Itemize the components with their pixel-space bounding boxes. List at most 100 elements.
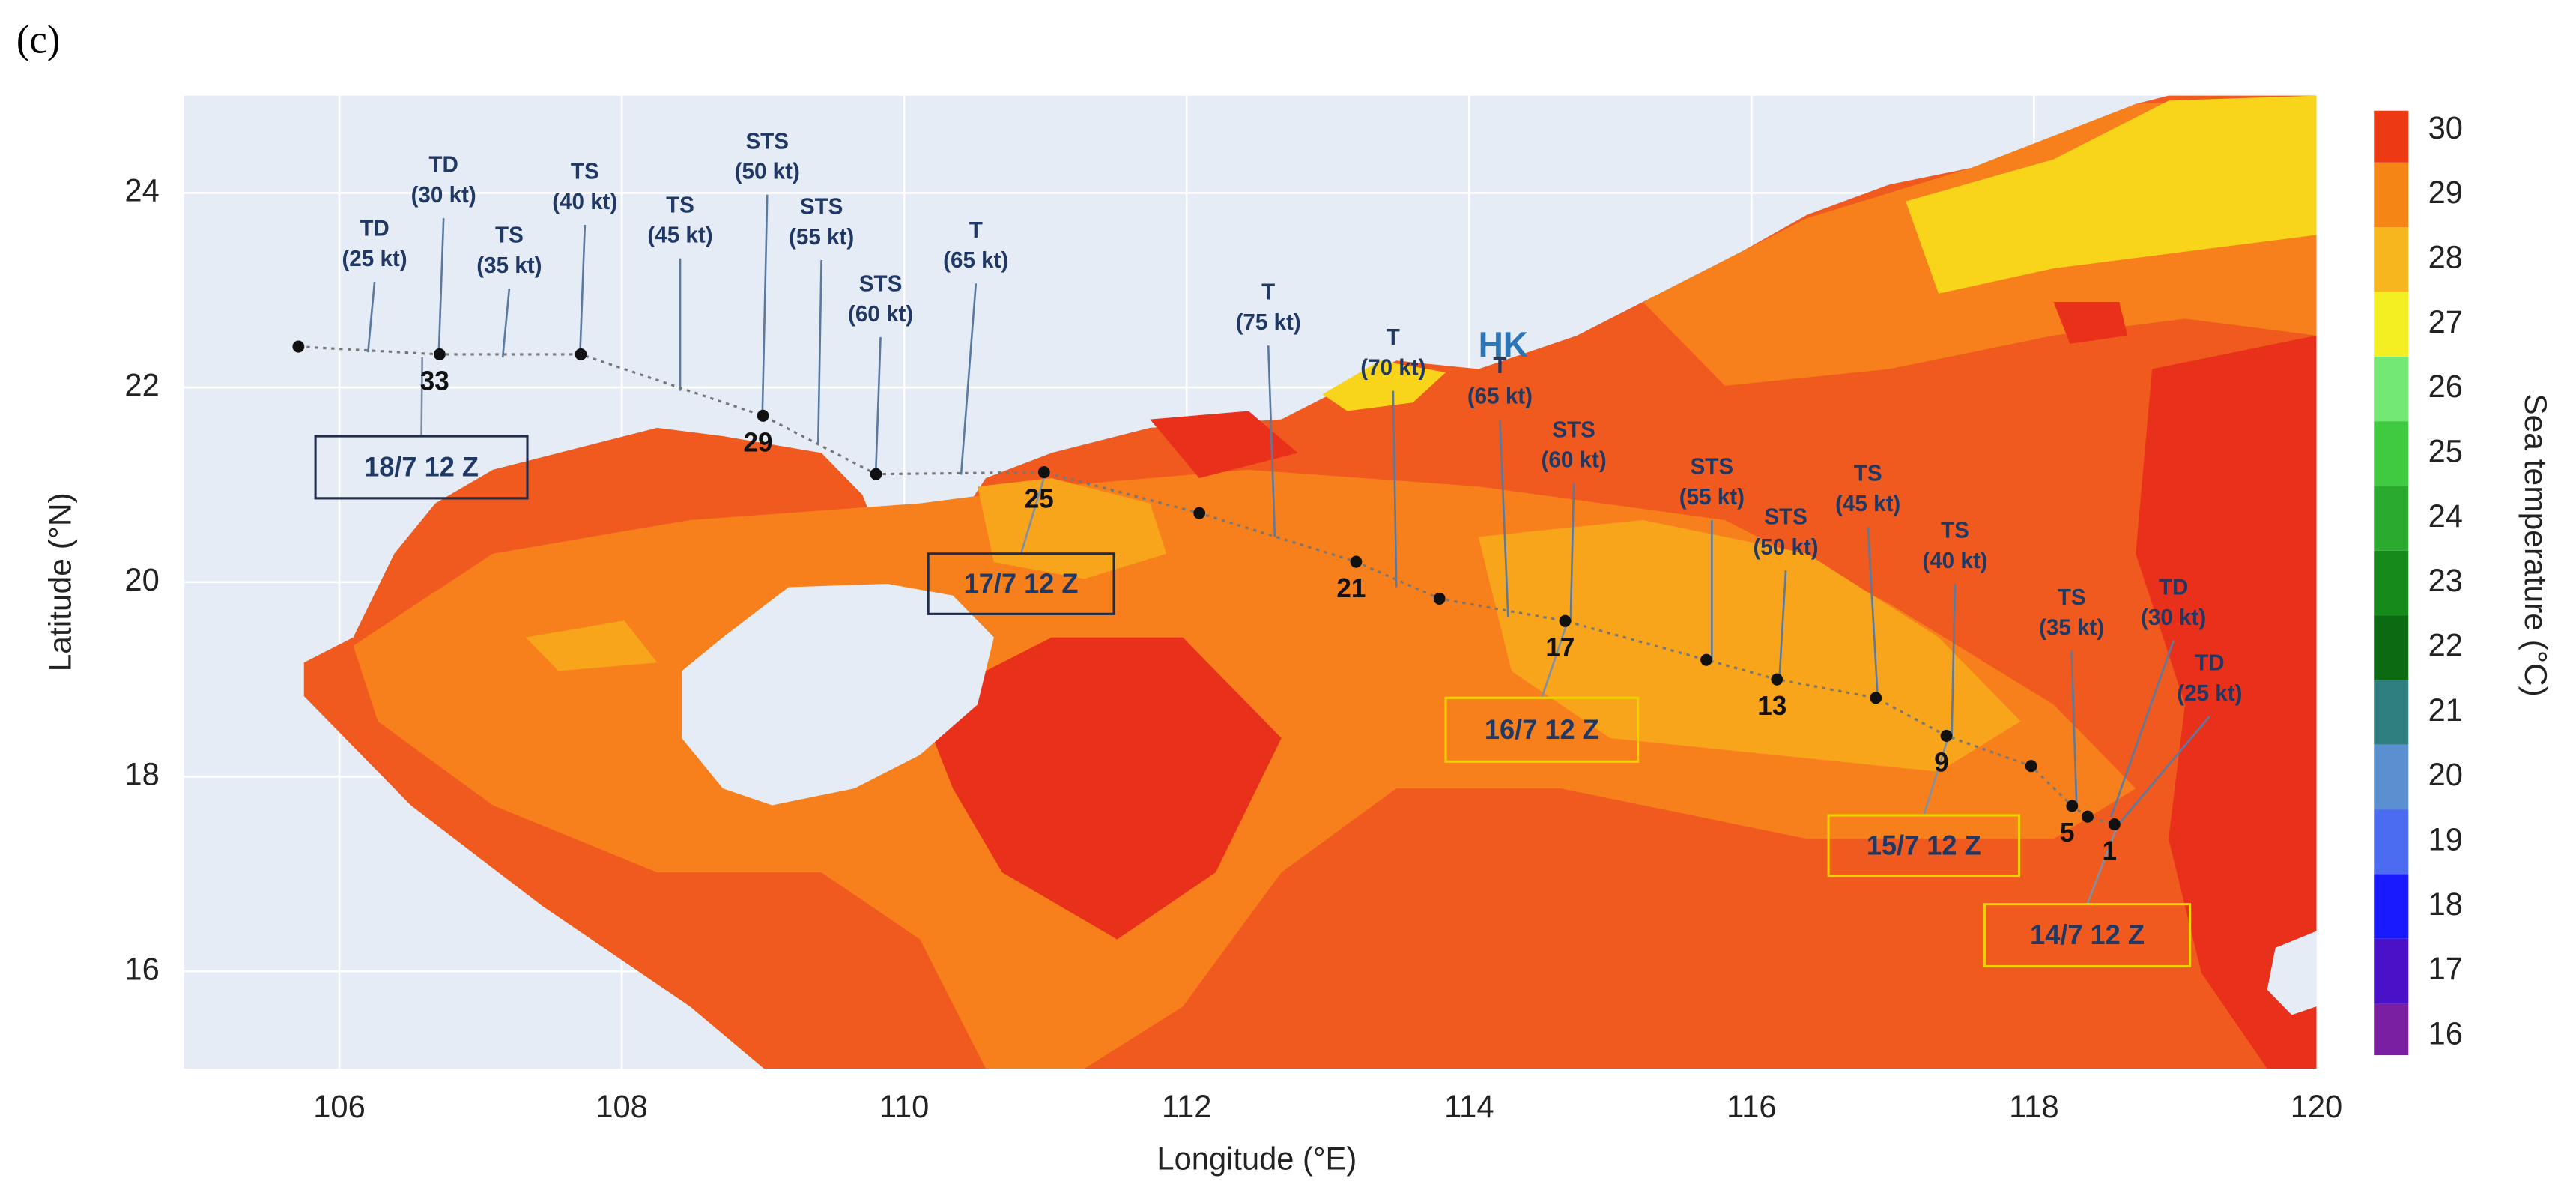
sea-contour-30 [2136,335,2317,1069]
colorbar-band [2374,486,2409,551]
track-point-label: 21 [1336,573,1366,603]
track-point [575,348,587,361]
colorbar-tick-label: 22 [2428,627,2463,662]
colorbar-tick-label: 28 [2428,239,2463,274]
date-label: 17/7 12 Z [964,568,1079,599]
leader-line [578,224,587,357]
sea-contour-30 [920,637,1282,940]
colorbar-band [2374,550,2409,616]
track-point [1193,507,1206,519]
track-point-label: 25 [1025,483,1054,513]
colorbar-band [2374,744,2409,810]
intensity-speed: (30 kt) [2141,605,2206,630]
sea-contour-28 [1478,519,2021,772]
leader-line [874,336,882,477]
sea-contour-28 [525,620,658,671]
colorbar-tick-label: 23 [2428,563,2463,598]
date-leader [1923,736,1950,816]
intensity-class: STS [745,129,789,154]
track-point [433,348,446,361]
colorbar-band [2374,809,2409,875]
leader-line [1569,483,1575,623]
sea-temperature-field [303,95,2317,1069]
track-point-label: 33 [420,366,449,396]
track-point [2108,818,2121,831]
colorbar-band [2374,1003,2409,1056]
colorbar-title: Sea temperature (°C) [2518,393,2554,697]
intensity-speed: (55 kt) [1679,485,1745,510]
intensity-speed: (60 kt) [848,302,913,327]
intensity-speed: (70 kt) [1360,355,1425,380]
date-leader [1019,474,1046,555]
intensity-class: T [1261,280,1275,304]
colorbar-band [2374,615,2409,680]
sea-contour-30 [1150,411,1298,479]
track-point-label: 1 [2103,836,2118,866]
date-box [314,435,529,500]
leader-line [437,217,445,357]
colorbar-tick-label: 29 [2428,175,2463,210]
colorbar-tick-label: 16 [2428,1015,2463,1051]
intensity-speed: (45 kt) [647,223,712,247]
y-tick-label: 20 [124,562,159,597]
intensity-class: TS [1941,518,1969,543]
colorbar-band [2374,110,2409,163]
track-point [757,409,769,422]
intensity-class: STS [1764,504,1807,529]
track-point [1700,653,1712,666]
track-point [2066,800,2079,812]
leader-line [761,194,769,418]
colorbar-band [2374,356,2409,422]
colorbar-tick-label: 20 [2428,757,2463,792]
leader-line [2117,716,2210,827]
date-label: 16/7 12 Z [1485,713,1599,744]
leader-line [1867,526,1879,700]
intensity-class: STS [1552,417,1595,442]
colorbar-band [2374,162,2409,228]
track: 33 29 25 21 17 13 9 51 [292,340,2121,866]
y-tick-label: 24 [124,172,159,208]
leader-line [1392,390,1398,588]
intensity-speed: (60 kt) [1542,447,1607,472]
intensity-class: T [969,218,983,243]
leader-line [816,259,822,445]
intensity-class: STS [800,194,843,219]
colorbar-band [2374,421,2409,486]
track-point-label: 5 [2060,818,2075,848]
sea-contour-30 [2053,301,2128,344]
intensity-speed: (50 kt) [735,159,800,184]
intensity-class: T [1493,354,1506,378]
x-tick-label: 106 [313,1089,366,1124]
leader-line [1267,345,1276,537]
intensity-speed: (55 kt) [789,225,854,250]
date-label: 15/7 12 Z [1867,830,1981,860]
intensity-speed: (75 kt) [1236,310,1301,335]
intensity-speed: (35 kt) [2039,615,2104,640]
x-tick-label: 114 [1444,1089,1494,1124]
track-point [1870,692,1882,704]
intensity-speed: (65 kt) [1467,384,1533,408]
track-point [2025,760,2037,773]
leader-line [1499,419,1509,617]
x-tick-label: 118 [2009,1089,2058,1124]
track-point-label: 9 [1934,747,1949,777]
track-point [1771,673,1783,686]
track-point-label: 29 [744,427,773,457]
intensity-speed: (30 kt) [411,183,476,208]
intensity-class: T [1387,325,1400,350]
intensity-class: TS [495,223,524,247]
intensity-class: TD [2159,575,2188,599]
date-box [927,552,1115,615]
intensity-speed: (45 kt) [1835,492,1900,516]
colorbar-band [2374,938,2409,1004]
panel-label: (c) [16,17,60,62]
track-point [1559,614,1572,627]
track-point-label: 17 [1545,632,1575,662]
track-point [870,468,882,480]
date-label: 14/7 12 Z [2030,919,2145,950]
leader-line [501,288,511,357]
luzon-coast [2267,931,2317,1015]
colorbar-tick-label: 27 [2428,303,2463,339]
y-tick-label: 22 [124,367,159,402]
